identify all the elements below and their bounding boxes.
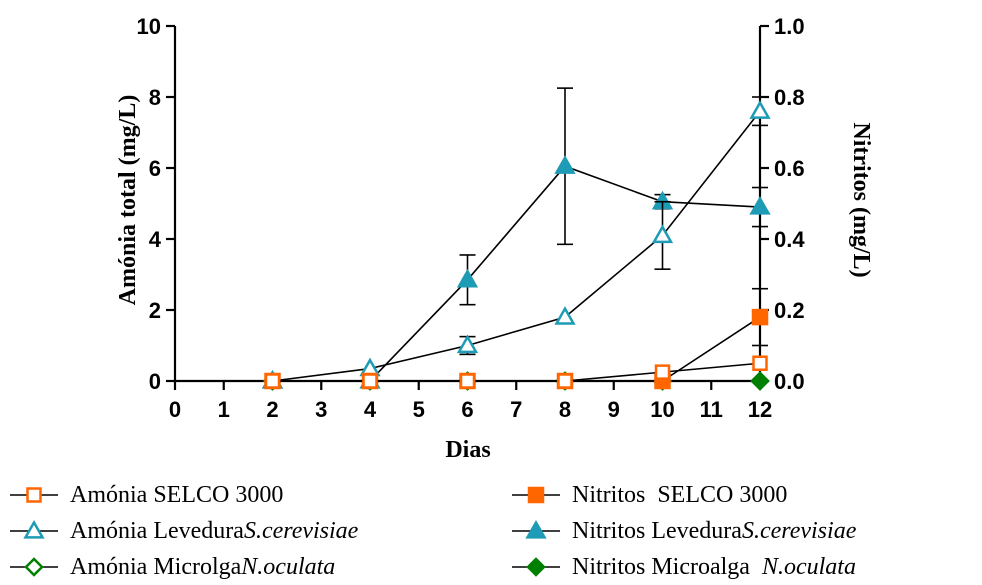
legend-item: Nitritos SELCO 3000 — [510, 477, 856, 513]
series-0 — [264, 355, 768, 389]
x-tick-label: 8 — [559, 397, 571, 422]
y-left-tick-label: 4 — [149, 227, 162, 252]
legend-item: Nitritos Levedura S.cerevisiae — [510, 513, 856, 549]
y-axis-right-title: Nitritos (mg/L) — [848, 122, 874, 277]
y-left-tick-label: 8 — [149, 85, 161, 110]
legend-label: Nitritos Levedura — [572, 517, 742, 544]
x-tick-label: 1 — [218, 397, 230, 422]
series-1 — [261, 96, 771, 389]
data-point — [456, 268, 479, 288]
legend-label: Nitritos Microalga — [572, 553, 762, 580]
data-point — [554, 306, 576, 325]
data-point — [752, 355, 768, 371]
x-tick-label: 5 — [413, 397, 425, 422]
y-right-tick-label: 0.8 — [774, 85, 805, 110]
y-left-tick-label: 10 — [137, 14, 161, 39]
x-tick-label: 7 — [510, 397, 522, 422]
series-3 — [264, 287, 769, 390]
legend-label-italic: S.cerevisiae — [243, 517, 359, 544]
legend-marker — [24, 557, 44, 577]
legend-label: Amónia SELCO 3000 — [70, 481, 284, 508]
data-point — [459, 373, 476, 389]
legend-item: Amónia Levedura S.cerevisiae — [8, 513, 358, 549]
data-point — [751, 308, 769, 326]
chart: 0 1 2 3 4 5 6 7 8 9 10 11 1202468100.00.20.40.60.81.… — [115, 14, 874, 463]
y-right-tick-label: 0.0 — [774, 369, 805, 394]
data-point — [264, 373, 281, 389]
data-point — [651, 224, 674, 244]
legend-symbol — [10, 557, 58, 577]
x-tick-label: 11 — [700, 397, 723, 422]
y-left-tick-label: 0 — [149, 369, 161, 394]
legend-symbol — [512, 519, 560, 539]
legend-symbol — [10, 487, 58, 503]
x-tick-label: 2 — [266, 397, 278, 422]
legend-marker — [526, 557, 546, 577]
y-left-tick-label: 2 — [149, 298, 161, 323]
legend-marker — [525, 519, 547, 539]
data-point — [456, 334, 479, 354]
legend-marker — [527, 486, 545, 504]
x-tick-label: 9 — [608, 397, 620, 422]
legend-label-italic: S.cerevisiae — [741, 517, 857, 544]
x-tick-label: 4 — [364, 397, 377, 422]
legend-item: Amónia Microlga N.oculata — [8, 549, 358, 585]
legend-item: Nitritos Microalga N.oculata — [510, 549, 856, 585]
data-point — [362, 373, 378, 389]
series-4 — [261, 87, 771, 389]
legend-symbol — [10, 519, 58, 539]
data-point — [749, 196, 771, 215]
x-tick-label: 12 — [748, 397, 772, 422]
legend-symbol — [512, 557, 560, 577]
series-line — [272, 110, 761, 382]
y-right-tick-label: 0.6 — [774, 156, 805, 181]
data-point — [750, 371, 770, 391]
y-left-tick-label: 6 — [149, 156, 161, 181]
data-point — [654, 364, 671, 380]
x-axis-title: Dias — [445, 437, 490, 463]
legend-right: Nitritos SELCO 3000 Nitritos Levedura S.… — [510, 477, 856, 585]
legend-label: Nitritos SELCO 3000 — [572, 481, 788, 508]
legend-label-italic: N.oculata — [241, 553, 336, 580]
x-tick-label: 6 — [461, 397, 473, 422]
legend-label: Amónia Levedura — [70, 517, 244, 544]
x-tick-label: 0 — [169, 397, 181, 422]
legend-symbol — [512, 486, 560, 504]
data-point — [554, 155, 576, 174]
x-tick-label: 10 — [650, 397, 674, 422]
y-right-tick-label: 1.0 — [774, 14, 805, 39]
y-right-tick-label: 0.2 — [774, 298, 805, 323]
legend-item: Amónia SELCO 3000 — [8, 477, 358, 513]
data-point — [557, 373, 573, 389]
legend-label-italic: N.oculata — [761, 553, 856, 580]
plot-area — [261, 87, 771, 391]
legend-left: Amónia SELCO 3000 Amónia Levedura S.cere… — [8, 477, 358, 585]
legend-label: Amónia Microlga — [70, 553, 242, 580]
legend-marker — [26, 487, 42, 503]
legend-marker — [23, 519, 45, 539]
y-right-tick-label: 0.4 — [774, 227, 805, 252]
series-line — [272, 362, 761, 382]
data-point — [749, 100, 771, 119]
series-line — [272, 165, 761, 382]
x-tick-label: 3 — [315, 397, 327, 422]
axes: 0 1 2 3 4 5 6 7 8 9 10 11 1202468100.00.20.40.60.81.… — [137, 14, 806, 422]
y-axis-left-title: Amónia total (mg/L) — [115, 95, 141, 306]
